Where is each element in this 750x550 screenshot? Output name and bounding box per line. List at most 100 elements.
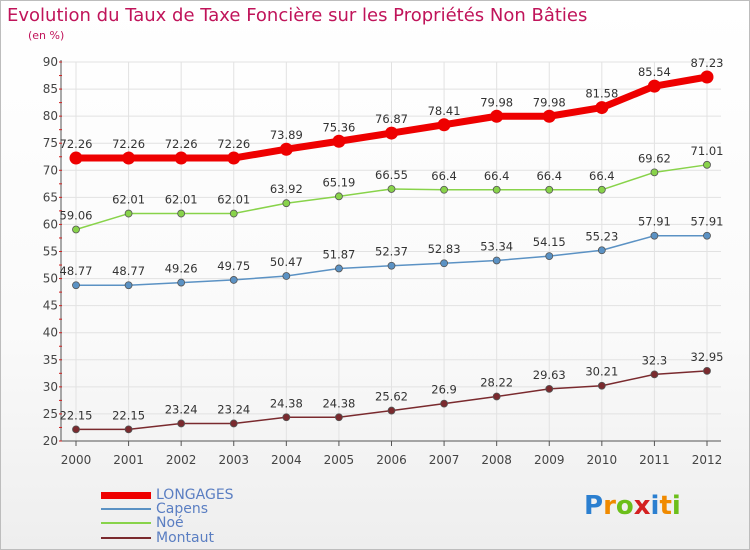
data-point-capens (177, 278, 186, 287)
data-point-montaut (124, 425, 133, 434)
logo-letter: r (603, 491, 616, 521)
data-point-noe (229, 209, 238, 218)
data-label-noe: 66.4 (536, 169, 562, 183)
y-tick-label: 70 (43, 163, 58, 177)
legend-swatch-montaut (101, 537, 151, 539)
data-label-noe: 63.92 (270, 182, 303, 196)
data-label-montaut: 23.24 (165, 402, 198, 416)
y-tick-label: 75 (43, 136, 58, 150)
data-point-noe (492, 185, 501, 194)
data-label-montaut: 29.63 (533, 368, 566, 382)
data-label-capens: 53.34 (480, 239, 513, 253)
data-label-capens: 57.91 (691, 215, 724, 229)
legend-label-montaut: Montaut (156, 530, 214, 546)
data-point-montaut (492, 392, 501, 401)
data-point-montaut (282, 413, 291, 422)
data-label-noe: 66.4 (431, 169, 457, 183)
data-point-montaut (597, 381, 606, 390)
data-label-longages: 81.58 (585, 87, 618, 101)
y-tick-label: 60 (43, 217, 58, 231)
data-point-capens (335, 264, 343, 273)
x-tick-label: 2009 (534, 453, 565, 467)
data-label-montaut: 23.24 (217, 402, 250, 416)
y-tick-label: 85 (43, 82, 58, 96)
legend-swatch-noe (101, 522, 151, 524)
x-tick-label: 2000 (61, 453, 92, 467)
data-label-noe: 66.55 (375, 168, 408, 182)
legend-item-noe: Noé (101, 515, 184, 531)
legend-swatch-capens (101, 508, 151, 510)
data-label-longages: 72.26 (165, 137, 198, 151)
data-label-montaut: 25.62 (375, 390, 408, 404)
logo-letter: i (650, 491, 660, 521)
x-tick-label: 2007 (429, 453, 460, 467)
data-point-capens (282, 272, 291, 280)
legend-label-capens: Capens (156, 501, 209, 517)
x-tick-label: 2001 (113, 453, 144, 467)
data-point-montaut (440, 399, 448, 408)
data-point-noe (177, 209, 186, 218)
data-label-longages: 79.98 (480, 95, 513, 109)
x-tick-label: 2004 (271, 453, 302, 467)
data-label-noe: 69.62 (638, 151, 671, 165)
data-point-longages (647, 79, 661, 93)
data-point-noe (597, 185, 606, 194)
data-label-longages: 72.26 (217, 137, 250, 151)
data-point-longages (227, 151, 241, 165)
data-point-capens (229, 276, 238, 284)
data-label-capens: 54.15 (533, 235, 566, 249)
data-label-longages: 75.36 (322, 120, 355, 134)
data-label-longages: 72.26 (112, 137, 145, 151)
y-tick-label: 80 (43, 109, 58, 123)
data-label-noe: 59.06 (60, 209, 93, 223)
data-point-capens (492, 256, 501, 265)
data-point-capens (72, 281, 80, 290)
data-point-noe (124, 209, 133, 218)
data-point-montaut (545, 384, 554, 393)
data-label-capens: 49.26 (165, 262, 198, 276)
x-tick-label: 2008 (481, 453, 512, 467)
chart-subtitle: (en %) (28, 29, 65, 42)
data-label-noe: 62.01 (112, 193, 145, 207)
y-tick-label: 25 (43, 407, 58, 421)
x-tick-label: 2011 (639, 453, 670, 467)
data-label-montaut: 22.15 (112, 408, 145, 422)
data-label-capens: 48.77 (112, 264, 145, 278)
data-label-longages: 76.87 (375, 112, 408, 126)
legend-label-noe: Noé (156, 515, 184, 531)
data-point-noe (335, 192, 343, 201)
data-label-capens: 48.77 (60, 264, 93, 278)
legend-item-capens: Capens (101, 501, 208, 517)
data-label-capens: 50.47 (270, 255, 303, 269)
data-point-longages (490, 109, 504, 123)
data-point-capens (597, 246, 606, 255)
data-label-montaut: 32.95 (691, 350, 724, 364)
data-point-noe (545, 185, 554, 194)
x-tick-label: 2003 (218, 453, 249, 467)
data-point-noe (387, 185, 396, 193)
x-tick-label: 2006 (376, 453, 407, 467)
data-label-longages: 85.54 (638, 65, 671, 79)
data-label-capens: 52.83 (428, 242, 461, 256)
y-tick-label: 45 (43, 299, 58, 313)
logo-letter: o (615, 491, 634, 521)
data-label-noe: 66.4 (484, 169, 510, 183)
data-point-longages (385, 126, 398, 140)
data-point-montaut (72, 425, 80, 434)
data-point-capens (124, 281, 133, 290)
data-label-montaut: 28.22 (480, 375, 513, 389)
data-label-montaut: 22.15 (60, 408, 93, 422)
logo-letter: t (659, 491, 672, 521)
data-label-montaut: 32.3 (642, 353, 668, 367)
data-point-longages (542, 109, 556, 123)
x-tick-label: 2005 (324, 453, 355, 467)
logo-letter: i (671, 491, 681, 521)
data-label-noe: 65.19 (322, 175, 355, 189)
data-point-capens (650, 231, 659, 240)
data-label-capens: 52.37 (375, 245, 408, 259)
proxiti-logo: Proxiti (584, 491, 681, 521)
y-tick-label: 50 (43, 272, 58, 286)
x-tick-label: 2002 (166, 453, 197, 467)
